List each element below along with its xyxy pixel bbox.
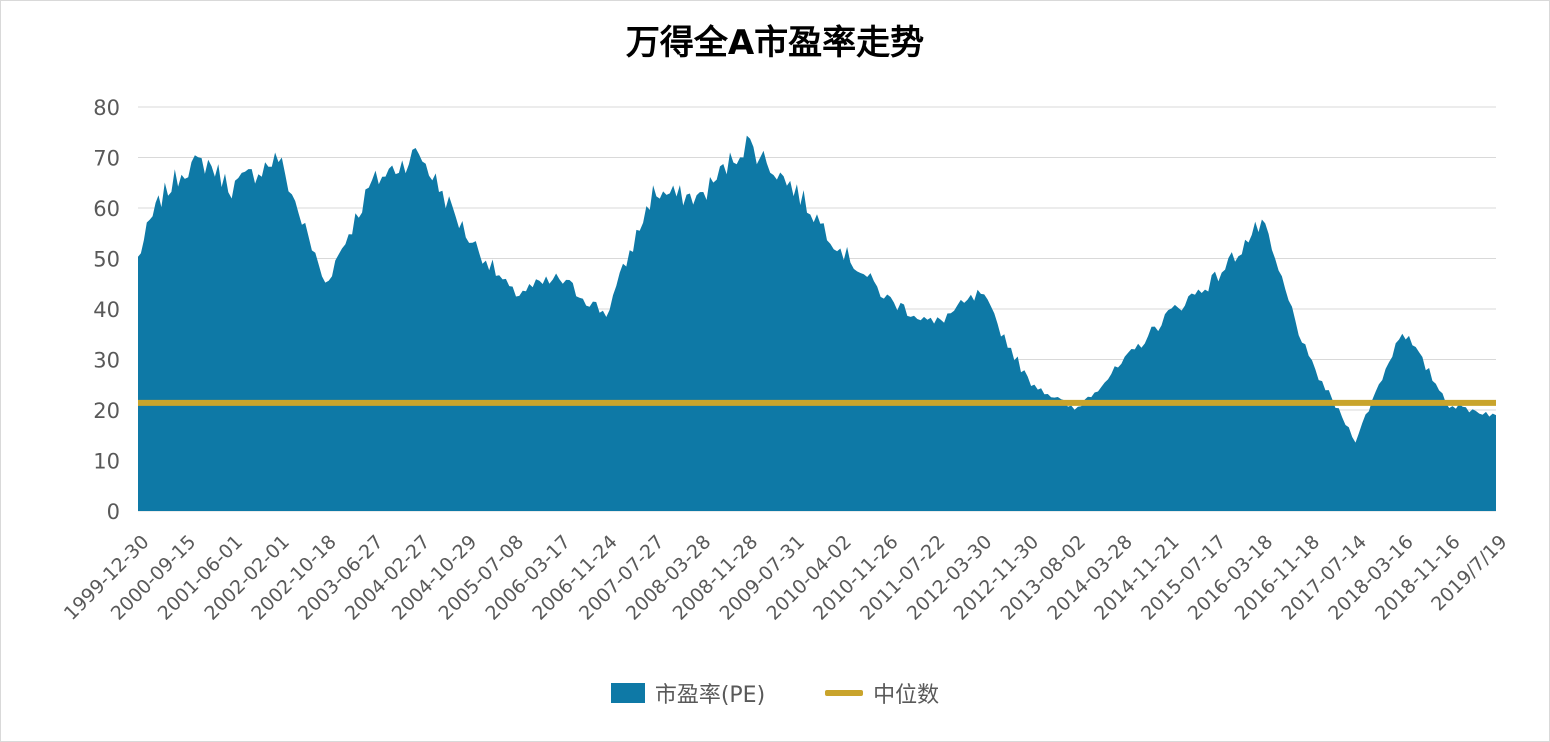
legend-item-pe: 市盈率(PE): [610, 677, 766, 709]
series-layer: [138, 135, 1496, 511]
legend-swatch-median: [825, 690, 864, 696]
legend-swatch-pe: [610, 683, 645, 703]
y-tick-label: 40: [93, 298, 120, 322]
y-tick-label: 50: [93, 248, 120, 272]
legend: 市盈率(PE) 中位数: [1, 677, 1549, 709]
y-tick-label: 30: [93, 349, 120, 373]
y-tick-label: 70: [93, 147, 120, 171]
y-tick-label: 0: [107, 500, 120, 524]
y-tick-label: 60: [93, 197, 120, 221]
y-tick-label: 20: [93, 399, 120, 423]
legend-label-pe: 市盈率(PE): [654, 683, 766, 708]
legend-item-median: 中位数: [825, 677, 939, 709]
x-axis-ticks: 1999-12-302000-09-152001-06-012002-02-01…: [60, 531, 1512, 625]
y-tick-label: 10: [93, 450, 120, 474]
pe-area: [138, 135, 1496, 511]
legend-label-median: 中位数: [873, 683, 940, 708]
y-tick-label: 80: [93, 96, 120, 120]
chart-title: 万得全A市盈率走势: [625, 23, 925, 63]
y-axis-ticks: 0 10 20 30 40 50 60 70 80: [93, 96, 120, 524]
